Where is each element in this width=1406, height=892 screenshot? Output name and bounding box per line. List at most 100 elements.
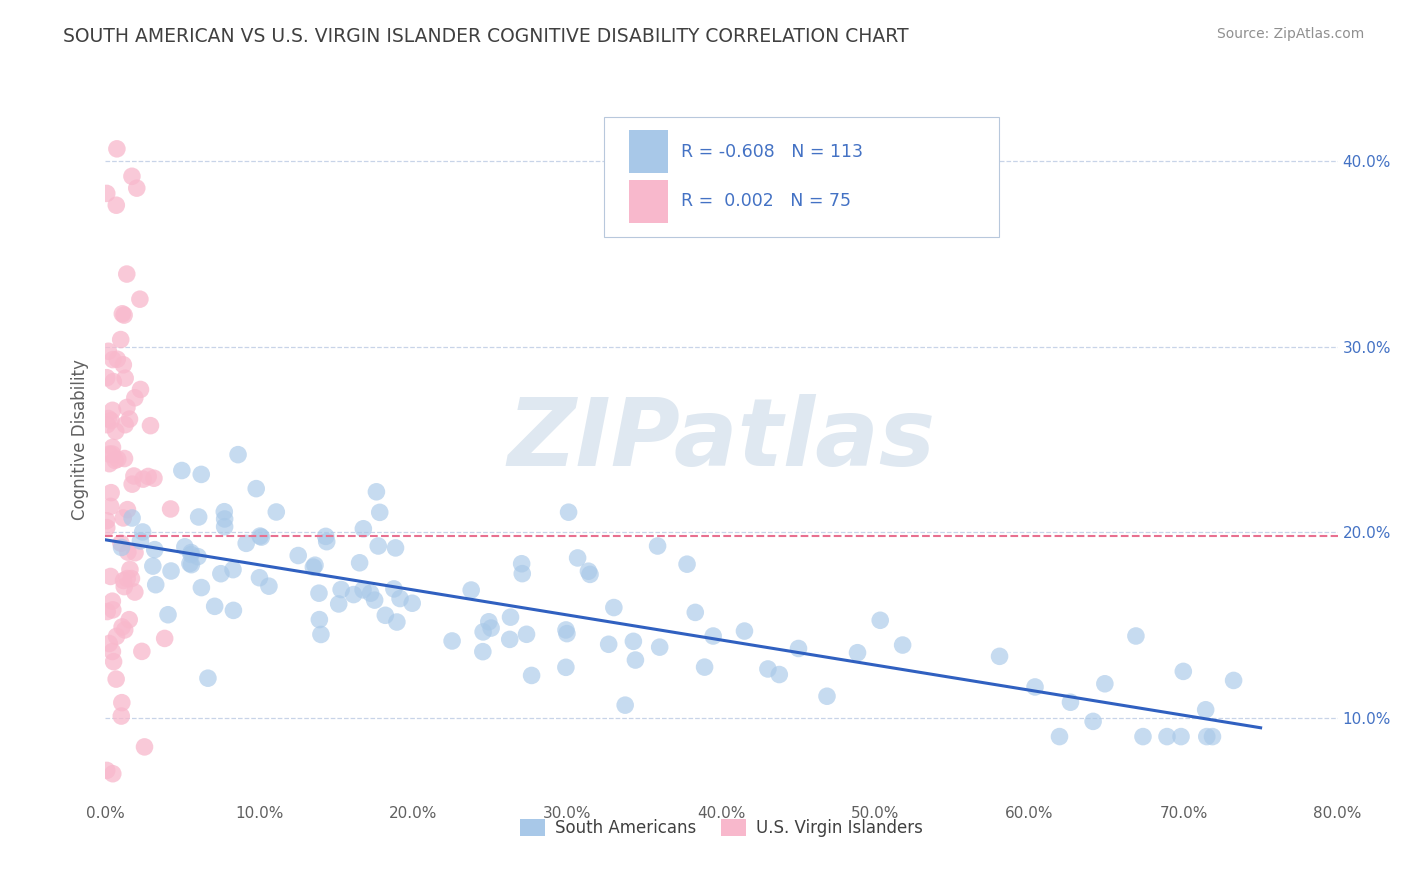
Text: SOUTH AMERICAN VS U.S. VIRGIN ISLANDER COGNITIVE DISABILITY CORRELATION CHART: SOUTH AMERICAN VS U.S. VIRGIN ISLANDER C… xyxy=(63,27,908,45)
Point xyxy=(441,634,464,648)
Point xyxy=(266,505,288,519)
Point xyxy=(352,522,374,536)
Point xyxy=(204,599,226,614)
Point xyxy=(578,564,600,578)
Point xyxy=(389,591,412,606)
Point xyxy=(499,632,522,647)
Point xyxy=(693,660,716,674)
Point xyxy=(1094,677,1116,691)
FancyBboxPatch shape xyxy=(628,180,668,223)
Point xyxy=(460,582,482,597)
Point xyxy=(107,452,129,467)
Point xyxy=(101,766,124,780)
Point xyxy=(846,646,869,660)
Text: R =  0.002   N = 75: R = 0.002 N = 75 xyxy=(681,192,851,211)
Point xyxy=(479,621,502,635)
FancyBboxPatch shape xyxy=(605,117,998,236)
Point xyxy=(328,597,350,611)
Point xyxy=(112,574,135,588)
Point xyxy=(173,540,195,554)
Point xyxy=(624,653,647,667)
Point xyxy=(121,511,143,525)
Point xyxy=(104,453,127,467)
Point xyxy=(621,634,644,648)
Point xyxy=(142,559,165,574)
Point xyxy=(368,505,391,519)
Point xyxy=(499,610,522,624)
Point xyxy=(308,586,330,600)
Point xyxy=(105,352,128,367)
Point xyxy=(179,557,201,571)
Point xyxy=(100,485,122,500)
Point xyxy=(110,536,132,550)
Point xyxy=(555,623,578,637)
Point xyxy=(366,484,388,499)
Point xyxy=(1195,730,1218,744)
Point xyxy=(111,696,134,710)
Point xyxy=(1081,714,1104,729)
Point xyxy=(187,549,209,564)
Point xyxy=(117,502,139,516)
Point xyxy=(1195,703,1218,717)
Point xyxy=(134,739,156,754)
Point xyxy=(226,448,249,462)
Point xyxy=(131,644,153,658)
Point xyxy=(96,514,118,528)
Point xyxy=(702,629,724,643)
Point xyxy=(510,557,533,571)
Point xyxy=(110,709,132,723)
Point xyxy=(98,447,121,461)
Point xyxy=(117,545,139,559)
Point xyxy=(132,472,155,486)
Point xyxy=(401,596,423,610)
Point xyxy=(1049,730,1071,744)
Point xyxy=(222,563,245,577)
Point xyxy=(118,412,141,426)
Point xyxy=(118,613,141,627)
Point xyxy=(510,566,533,581)
Point xyxy=(756,662,779,676)
Point xyxy=(124,585,146,599)
Point xyxy=(1170,730,1192,744)
Point xyxy=(733,624,755,638)
Point xyxy=(683,606,706,620)
Point xyxy=(245,482,267,496)
Point xyxy=(384,541,406,555)
Point xyxy=(1156,730,1178,744)
Point xyxy=(111,307,134,321)
Point xyxy=(103,375,125,389)
Point xyxy=(257,579,280,593)
Point xyxy=(159,502,181,516)
Point xyxy=(478,615,501,629)
Point xyxy=(96,521,118,535)
Text: Source: ZipAtlas.com: Source: ZipAtlas.com xyxy=(1216,27,1364,41)
Point xyxy=(115,401,138,415)
Y-axis label: Cognitive Disability: Cognitive Disability xyxy=(72,359,89,520)
Point xyxy=(105,198,128,212)
Point xyxy=(96,764,118,778)
Point xyxy=(136,469,159,483)
Point xyxy=(647,539,669,553)
Point xyxy=(554,660,576,674)
Point xyxy=(214,512,236,526)
Point xyxy=(96,186,118,201)
Point xyxy=(125,181,148,195)
Point xyxy=(96,605,118,619)
Point xyxy=(118,562,141,576)
Point xyxy=(249,529,271,543)
FancyBboxPatch shape xyxy=(628,130,668,173)
Point xyxy=(124,546,146,560)
Point xyxy=(1173,665,1195,679)
Point xyxy=(101,644,124,658)
Point xyxy=(153,632,176,646)
Point xyxy=(114,417,136,432)
Point xyxy=(103,655,125,669)
Point xyxy=(249,571,271,585)
Point xyxy=(105,629,128,643)
Point xyxy=(309,627,332,641)
Point xyxy=(101,447,124,461)
Point xyxy=(100,500,122,514)
Point xyxy=(100,414,122,428)
Point xyxy=(120,572,142,586)
Point xyxy=(250,530,273,544)
